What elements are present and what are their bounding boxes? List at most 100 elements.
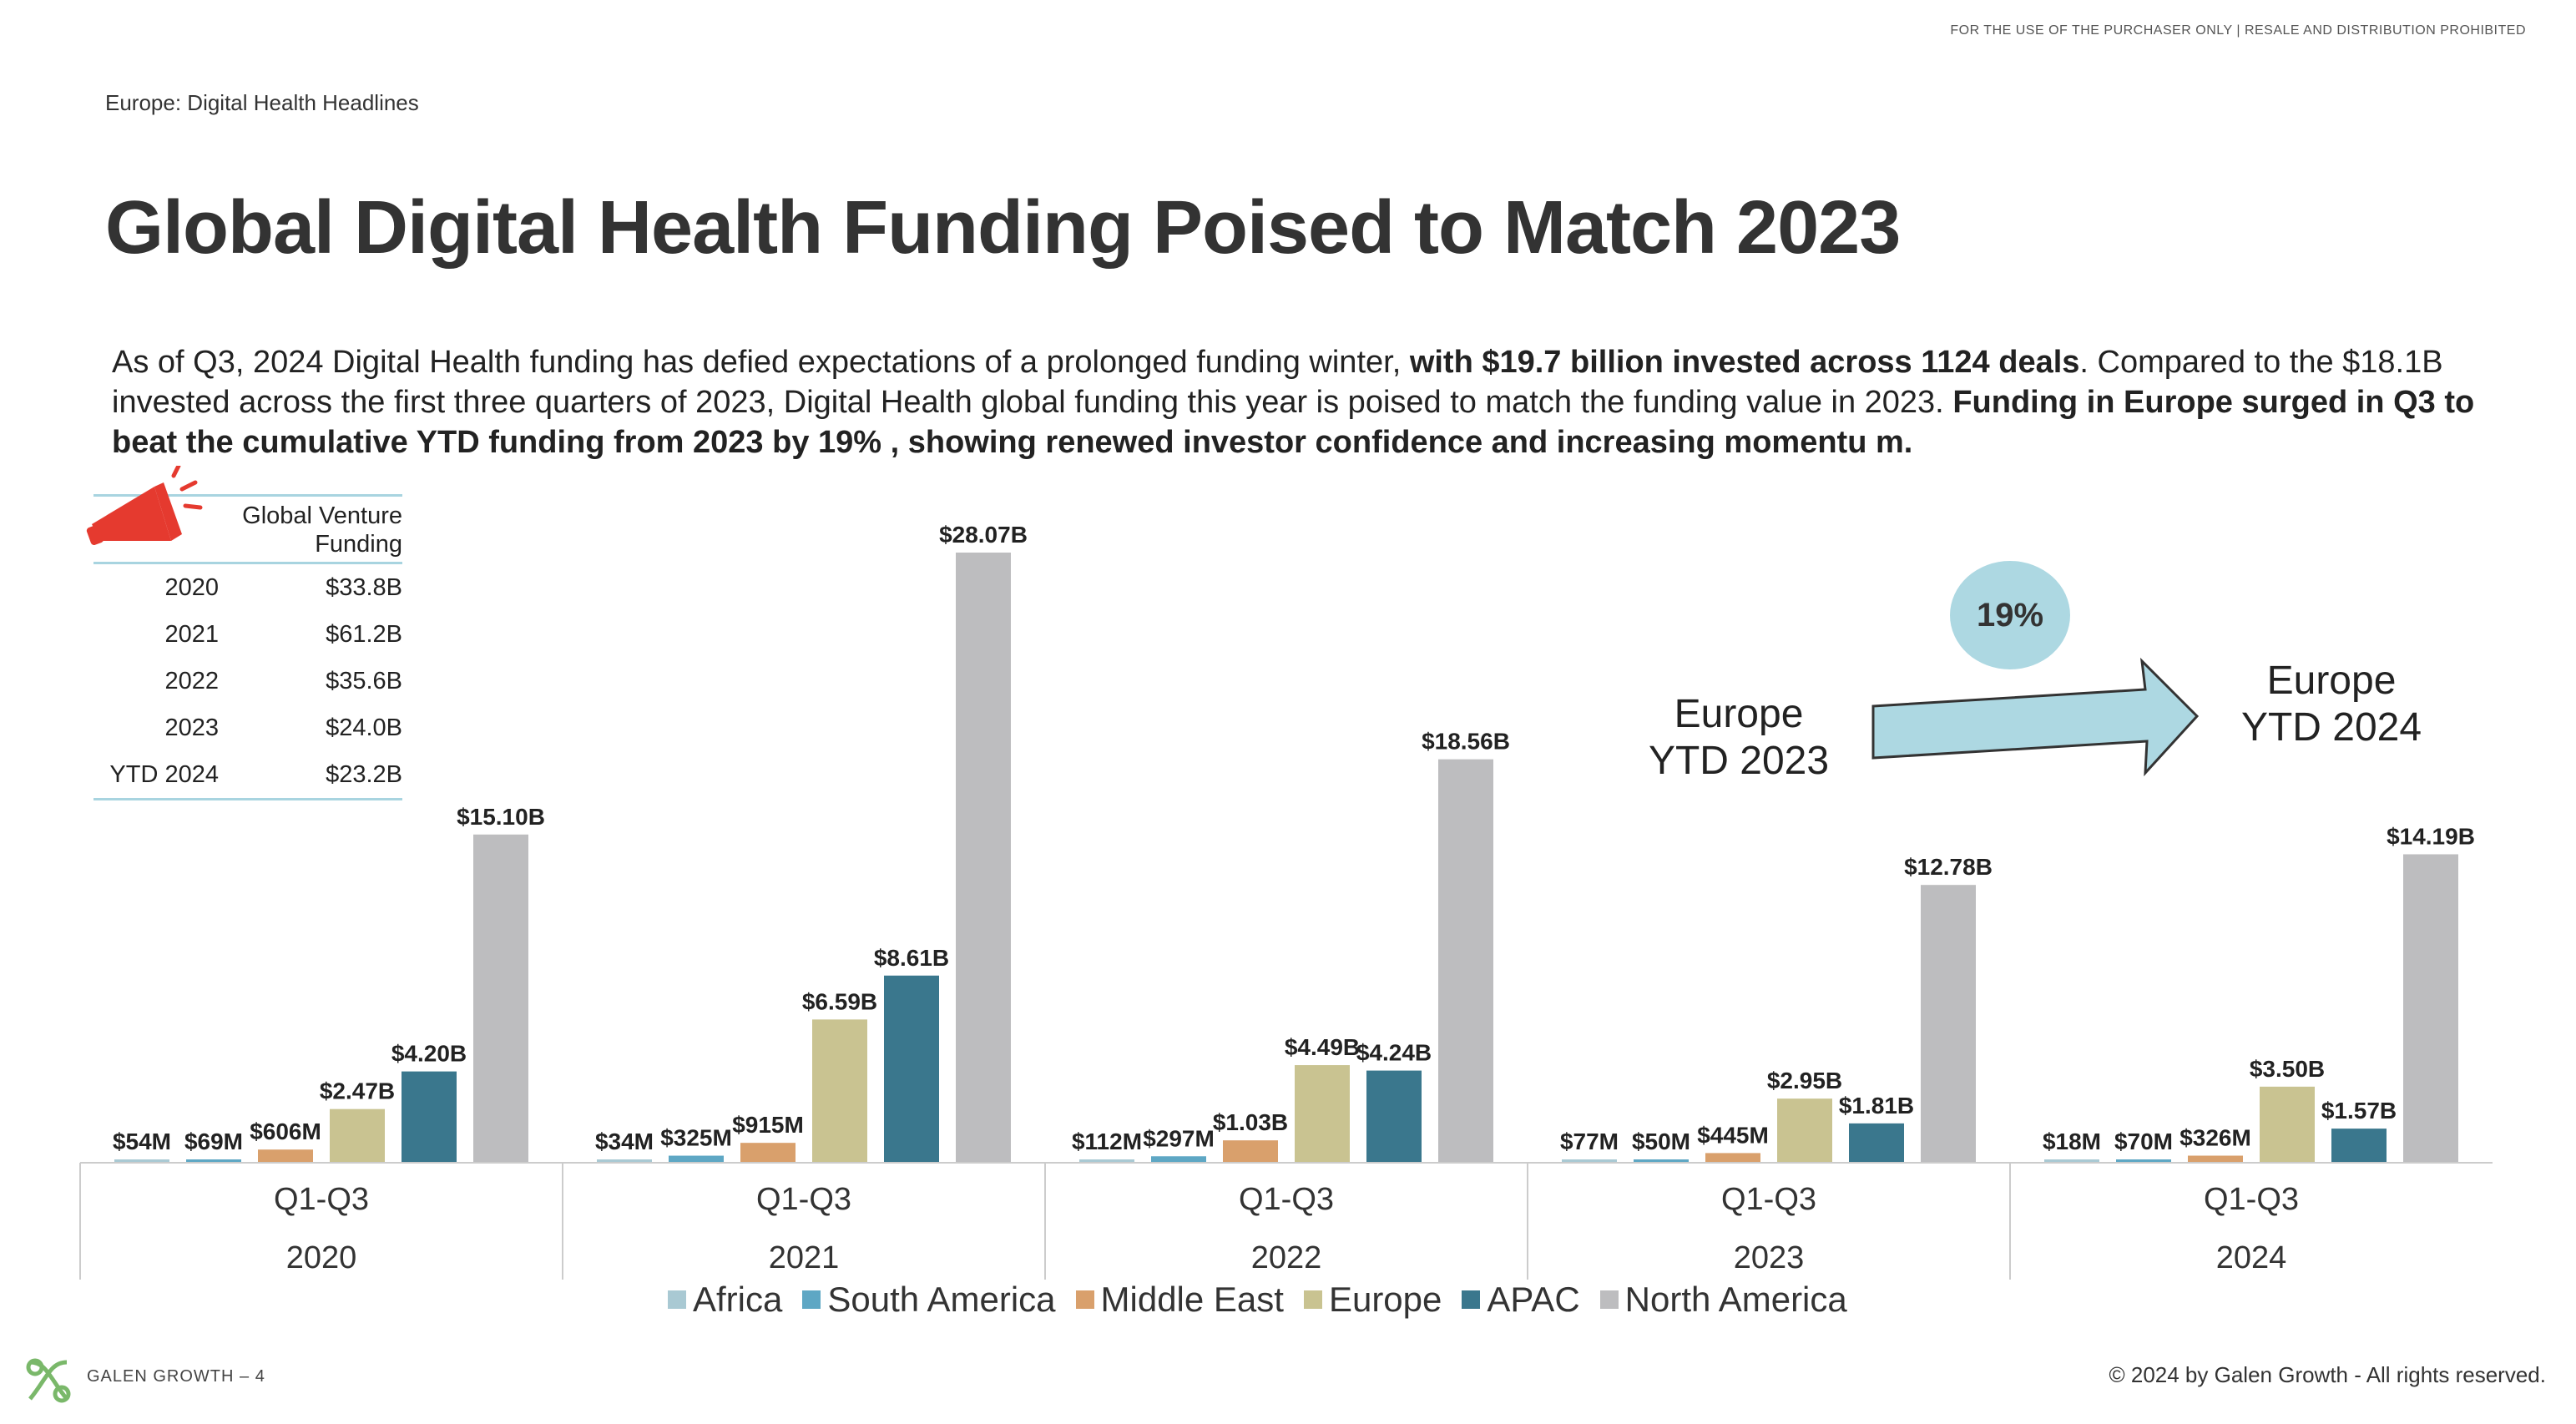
bar-south-america <box>2116 1159 2171 1163</box>
data-label: $915M <box>732 1112 804 1138</box>
bar-south-america <box>1151 1156 1206 1163</box>
data-label: $1.81B <box>1839 1093 1914 1118</box>
legend-swatch <box>1462 1290 1481 1309</box>
bar-africa <box>1562 1159 1617 1163</box>
intro-bold-1: with $19.7 billion invested across 1124 … <box>1409 345 2080 380</box>
data-label: $14.19B <box>2387 823 2475 849</box>
page-title: Global Digital Health Funding Poised to … <box>105 186 1901 270</box>
data-label: $8.61B <box>874 945 949 971</box>
bar-apac <box>402 1071 457 1163</box>
funding-table-header-label: Global Venture Funding <box>242 502 402 558</box>
funding-value: $23.2B <box>326 760 402 788</box>
data-label: $4.20B <box>391 1041 467 1067</box>
data-label: $1.57B <box>2321 1098 2397 1124</box>
category-label: 2024 <box>2216 1240 2287 1275</box>
data-label: $297M <box>1143 1125 1215 1151</box>
data-label: $70M <box>2114 1129 2173 1154</box>
galen-growth-logo <box>22 1354 75 1411</box>
data-label: $50M <box>1632 1129 1690 1154</box>
legend-item: Africa <box>668 1280 782 1320</box>
category-label: 2021 <box>769 1240 840 1275</box>
legend-item: South America <box>802 1280 1056 1320</box>
data-label: $12.78B <box>1904 854 1993 880</box>
footer-brand: GALEN GROWTH – 4 <box>87 1367 265 1386</box>
category-sublabel: Q1-Q3 <box>274 1182 369 1217</box>
bar-africa <box>1079 1159 1134 1163</box>
funding-value: $24.0B <box>326 714 402 741</box>
data-label: $3.50B <box>2250 1056 2325 1082</box>
bar-north-america <box>956 553 1011 1163</box>
category-sublabel: Q1-Q3 <box>1239 1182 1334 1217</box>
disclaimer-text: FOR THE USE OF THE PURCHASER ONLY | RESA… <box>1950 23 2526 38</box>
funding-table-row: 2023 $24.0B <box>93 704 402 751</box>
data-label: $445M <box>1697 1122 1769 1148</box>
growth-percent-badge: 19% <box>1950 561 2070 669</box>
data-label: $4.24B <box>1356 1040 1432 1066</box>
data-label: $2.95B <box>1767 1068 1842 1093</box>
label-line: Europe <box>2266 659 2397 703</box>
bar-apac <box>884 975 939 1163</box>
legend-label: Africa <box>693 1280 783 1319</box>
bar-middle-east <box>1223 1140 1278 1163</box>
bar-europe <box>1777 1098 1832 1163</box>
funding-value: $33.8B <box>326 573 402 601</box>
data-label: $18M <box>2043 1129 2101 1154</box>
bar-africa <box>597 1159 652 1163</box>
bar-south-america <box>1634 1159 1689 1163</box>
category-label: 2020 <box>286 1240 357 1275</box>
intro-text-2: . Compared to the $18.1B invested across… <box>112 345 2443 420</box>
funding-table-row: 2022 $35.6B <box>93 658 402 704</box>
bar-middle-east <box>1705 1153 1760 1163</box>
legend-swatch <box>1303 1290 1322 1309</box>
bar-south-america <box>186 1159 241 1163</box>
europe-ytd-2024-label: Europe YTD 2024 <box>2227 658 2436 751</box>
category-label: 2022 <box>1251 1240 1322 1275</box>
bar-apac <box>1366 1070 1422 1163</box>
right-arrow-icon <box>1870 656 2204 785</box>
legend-item: North America <box>1599 1280 1847 1320</box>
funding-table: Global Venture Funding 2020 $33.8B 2021 $6… <box>93 494 402 800</box>
section-label: Europe: Digital Health Headlines <box>105 90 419 115</box>
data-label: $15.10B <box>457 804 545 830</box>
data-label: $326M <box>2179 1125 2251 1151</box>
bar-apac <box>2331 1129 2387 1163</box>
label-line: Europe <box>1674 692 1804 736</box>
bar-middle-east <box>740 1143 796 1163</box>
legend-item: Middle East <box>1075 1280 1284 1320</box>
data-label: $18.56B <box>1422 729 1510 755</box>
data-label: $34M <box>595 1129 654 1154</box>
legend-label: South America <box>827 1280 1056 1319</box>
bar-africa <box>114 1159 169 1163</box>
intro-text-1: As of Q3, 2024 Digital Health funding ha… <box>112 345 1410 380</box>
legend-swatch <box>802 1290 821 1309</box>
bar-europe <box>1295 1065 1350 1163</box>
data-label: $112M <box>1072 1129 1142 1154</box>
legend-item: Europe <box>1303 1280 1442 1320</box>
funding-table-header: Global Venture Funding <box>93 497 402 564</box>
bar-africa <box>2044 1159 2099 1163</box>
bar-north-america <box>473 834 528 1163</box>
category-sublabel: Q1-Q3 <box>1721 1182 1816 1217</box>
funding-year: 2020 <box>164 573 219 601</box>
data-label: $1.03B <box>1213 1109 1288 1135</box>
funding-table-row: YTD 2024 $23.2B <box>93 751 402 798</box>
legend-label: APAC <box>1487 1280 1580 1319</box>
legend-swatch <box>668 1290 686 1309</box>
category-sublabel: Q1-Q3 <box>756 1182 851 1217</box>
bar-north-america <box>2403 854 2458 1163</box>
bar-europe <box>330 1108 385 1163</box>
funding-year: 2021 <box>164 620 219 648</box>
legend-swatch <box>1075 1290 1094 1309</box>
legend-swatch <box>1599 1290 1619 1309</box>
data-label: $54M <box>113 1129 171 1154</box>
label-line: YTD 2024 <box>2240 705 2422 750</box>
funding-year: 2023 <box>164 714 219 741</box>
legend-label: Europe <box>1328 1280 1442 1319</box>
bar-middle-east <box>258 1149 313 1163</box>
funding-value: $35.6B <box>326 667 402 694</box>
bar-apac <box>1849 1123 1904 1163</box>
intro-paragraph: As of Q3, 2024 Digital Health funding ha… <box>112 342 2516 462</box>
bar-europe <box>2260 1086 2315 1163</box>
funding-table-row: 2020 $33.8B <box>93 564 402 611</box>
legend-label: North America <box>1624 1280 1847 1319</box>
